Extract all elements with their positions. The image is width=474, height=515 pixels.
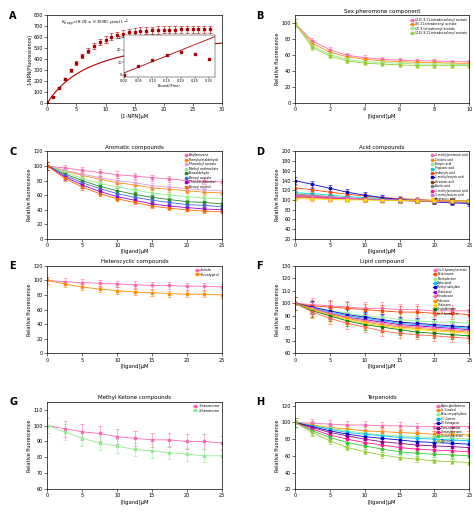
X-axis label: [ligand]μM: [ligand]μM bbox=[120, 500, 149, 505]
Y-axis label: Relative fluorescence: Relative fluorescence bbox=[27, 169, 33, 221]
Legend: Ethylbenzene, Phenylacetaldehyde, Phenethyl acetate, Methyl anthranilate, Benzal: Ethylbenzene, Phenylacetaldehyde, Phenet… bbox=[184, 153, 220, 189]
Y-axis label: Relative fluorescence: Relative fluorescence bbox=[275, 33, 280, 85]
Legend: Cis-3-hexenyl acetate, Beta-ionone, N-octadecane, Alpha-ionol, Methyl salicylate: Cis-3-hexenyl acetate, Beta-ionone, N-oc… bbox=[433, 267, 468, 316]
Title: Methyl Ketone compounds: Methyl Ketone compounds bbox=[98, 395, 171, 400]
Title: Sex pheromone component: Sex pheromone component bbox=[344, 9, 420, 14]
X-axis label: [ligand]μM: [ligand]μM bbox=[120, 364, 149, 369]
Text: $K_{d\ app}$=(8.09 ± 0.2598) μmol L$^{-1}$: $K_{d\ app}$=(8.09 ± 0.2598) μmol L$^{-1… bbox=[61, 18, 129, 29]
Title: Aromatic compounds: Aromatic compounds bbox=[105, 145, 164, 149]
Legend: Indole, Eucalyptol: Indole, Eucalyptol bbox=[195, 267, 220, 278]
X-axis label: [ligand]μM: [ligand]μM bbox=[368, 114, 396, 118]
Text: G: G bbox=[9, 397, 17, 407]
X-axis label: [ligand]μM: [ligand]μM bbox=[368, 364, 396, 369]
Title: Terpenoids: Terpenoids bbox=[367, 395, 397, 400]
Y-axis label: Relative fluorescence: Relative fluorescence bbox=[27, 283, 33, 336]
Y-axis label: Relative fluorescence: Relative fluorescence bbox=[275, 283, 280, 336]
Y-axis label: Relative fluorescence: Relative fluorescence bbox=[275, 169, 280, 221]
Text: D: D bbox=[256, 147, 264, 157]
Title: Lipid compound: Lipid compound bbox=[360, 259, 404, 264]
Text: F: F bbox=[256, 262, 263, 271]
Text: E: E bbox=[9, 262, 16, 271]
Title: Heterocyclic compounds: Heterocyclic compounds bbox=[101, 259, 168, 264]
Legend: Alpha-phelladrene, (+)-Linalool, Beta-caryophyllene, (+)-Carene, (Z)-Farnesene, : Alpha-phelladrene, (+)-Linalool, Beta-ca… bbox=[436, 403, 468, 443]
Y-axis label: 1-NPN(Fluorescence): 1-NPN(Fluorescence) bbox=[27, 33, 33, 85]
Y-axis label: Relative fluorescence: Relative fluorescence bbox=[27, 419, 33, 472]
X-axis label: [ligand]μM: [ligand]μM bbox=[368, 249, 396, 254]
Legend: 4-methylpentanoic acid, Crotonic acid, Butyric acid, Propionic acid, Isobutyric : 4-methylpentanoic acid, Crotonic acid, B… bbox=[430, 152, 468, 202]
X-axis label: [1-NPN]μM: [1-NPN]μM bbox=[120, 114, 149, 118]
X-axis label: [ligand]μM: [ligand]μM bbox=[120, 249, 149, 254]
Text: B: B bbox=[256, 11, 264, 21]
Legend: (Z,E)-9,11-tetradecadienyl acetate, (E)-11-tetradecenyl acetate, (Z)-9-tetradece: (Z,E)-9,11-tetradecadienyl acetate, (E)-… bbox=[410, 17, 468, 36]
Text: H: H bbox=[256, 397, 264, 407]
X-axis label: [ligand]μM: [ligand]μM bbox=[368, 500, 396, 505]
Title: Acid compounds: Acid compounds bbox=[359, 145, 405, 149]
Y-axis label: Relative fluorescence: Relative fluorescence bbox=[275, 419, 280, 472]
Text: C: C bbox=[9, 147, 16, 157]
Text: A: A bbox=[9, 11, 17, 21]
Legend: 3-hexanone, 2-hexanone: 3-hexanone, 2-hexanone bbox=[192, 403, 220, 413]
